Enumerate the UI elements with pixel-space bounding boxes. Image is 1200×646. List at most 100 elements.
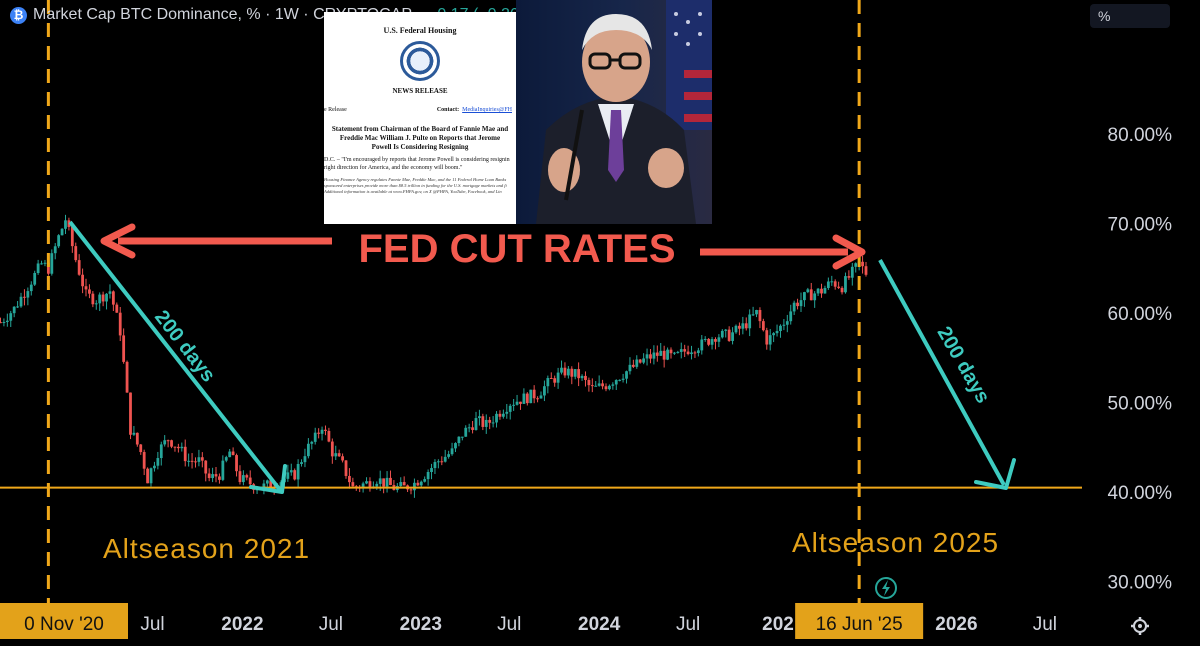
candle-body xyxy=(12,306,16,314)
chart-title[interactable]: Market Cap BTC Dominance, % · 1W · CRYPT… xyxy=(33,6,413,23)
candle-body xyxy=(481,416,485,427)
candle-body xyxy=(649,354,652,359)
candle-body xyxy=(799,300,803,307)
highlighted-date-badge xyxy=(795,603,924,639)
candle-body xyxy=(474,418,478,430)
candle-body xyxy=(0,322,2,324)
candle-body xyxy=(40,263,43,265)
candle-body xyxy=(135,432,139,445)
release-title: Statement from Chairman of the Board of … xyxy=(331,125,509,151)
candle-body xyxy=(94,303,98,305)
x-tick-label: Jul xyxy=(497,614,521,635)
candle-body xyxy=(614,380,618,385)
candle-body xyxy=(115,304,119,313)
speaker-tie xyxy=(608,110,624,182)
candle-body xyxy=(84,286,88,290)
candle-body xyxy=(724,329,728,331)
candle-body xyxy=(70,226,74,247)
candle-body xyxy=(200,457,204,461)
candle-body xyxy=(207,473,211,479)
candle-body xyxy=(642,358,646,363)
candle-body xyxy=(50,253,54,274)
right-teal-arrow xyxy=(878,259,1006,486)
candle-body xyxy=(204,460,208,474)
candle-body xyxy=(850,266,854,278)
candle-body xyxy=(74,246,78,261)
fed-cut-rates-annotation: FED CUT RATES xyxy=(100,223,866,271)
candle-body xyxy=(2,321,6,323)
candle-body xyxy=(601,383,604,387)
candle-body xyxy=(560,367,563,373)
candle-body xyxy=(505,411,509,414)
fhfa-seal-icon xyxy=(400,41,440,81)
candle-body xyxy=(77,260,81,275)
candle-body xyxy=(686,351,690,355)
y-tick-label: 30.00% xyxy=(1108,573,1173,594)
fed-cut-rates-label: FED CUT RATES xyxy=(358,227,675,271)
candle-body xyxy=(385,477,389,487)
candle-body xyxy=(142,452,146,469)
candle-body xyxy=(573,369,577,377)
candle-body xyxy=(837,286,841,288)
candle-body xyxy=(611,384,615,386)
candle-body xyxy=(245,475,249,478)
agency-name: U.S. Federal Housing xyxy=(383,26,457,35)
candle-body xyxy=(265,480,269,484)
candle-body xyxy=(351,482,355,487)
candle-body xyxy=(238,471,242,483)
candle-body xyxy=(690,352,693,355)
candle-body xyxy=(823,287,827,294)
candle-body xyxy=(163,440,167,445)
settings-icon[interactable] xyxy=(1131,617,1149,635)
candle-body xyxy=(587,379,591,386)
candle-body xyxy=(484,419,488,427)
altseason-2021-label: Altseason 2021 xyxy=(103,533,310,564)
candle-body xyxy=(816,288,820,294)
candle-body xyxy=(43,262,47,264)
altseason-2025-label: Altseason 2025 xyxy=(792,527,999,558)
candle-body xyxy=(669,349,673,354)
lightning-icon[interactable] xyxy=(875,577,897,599)
candle-body xyxy=(190,460,194,462)
candle-body xyxy=(683,349,687,352)
candle-body xyxy=(327,430,331,442)
candle-body xyxy=(303,456,307,463)
candle-body xyxy=(36,263,40,274)
candle-body xyxy=(187,460,191,462)
candle-body xyxy=(166,440,170,442)
candle-body xyxy=(549,378,553,380)
unit-selector-button[interactable]: % xyxy=(1090,4,1170,28)
candle-body xyxy=(221,460,225,480)
candle-body xyxy=(676,351,680,353)
candle-body xyxy=(628,364,632,372)
candle-body xyxy=(608,385,611,390)
candle-body xyxy=(826,281,830,288)
candle-body xyxy=(597,383,601,386)
candle-body xyxy=(9,313,13,321)
candle-body xyxy=(662,350,666,360)
candle-body xyxy=(108,291,112,294)
candle-body xyxy=(60,228,64,236)
x-tick-label: 2026 xyxy=(935,614,977,635)
candle-body xyxy=(772,333,776,336)
candle-body xyxy=(738,325,741,329)
candle-body xyxy=(149,468,153,484)
candle-body xyxy=(625,371,628,379)
candle-body xyxy=(847,276,851,278)
candle-body xyxy=(341,456,344,461)
candle-body xyxy=(378,478,382,484)
candle-body xyxy=(416,482,420,486)
x-tick-label: 2024 xyxy=(578,614,621,635)
candle-body xyxy=(803,292,806,301)
speaker-glasses xyxy=(588,52,642,70)
candle-body xyxy=(125,361,129,393)
candle-body xyxy=(590,385,594,387)
candle-body xyxy=(300,462,303,464)
x-tick-label: Jul xyxy=(140,614,164,635)
candle-body xyxy=(536,398,539,400)
speaker-hair xyxy=(582,14,652,50)
candle-body xyxy=(854,263,858,267)
candle-body xyxy=(368,481,372,488)
candle-body xyxy=(361,483,365,488)
candle-body xyxy=(180,446,184,449)
